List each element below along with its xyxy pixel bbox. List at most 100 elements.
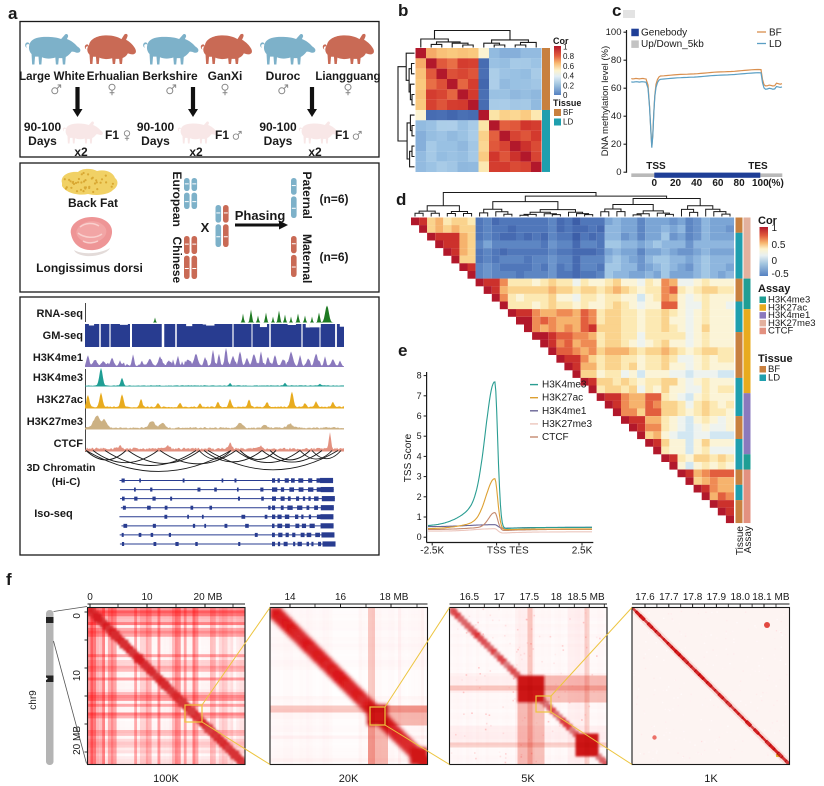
svg-text:1K: 1K (704, 773, 718, 785)
svg-text:TSS: TSS (646, 161, 666, 172)
svg-text:CTCF: CTCF (54, 438, 84, 450)
svg-text:F1: F1 (215, 128, 229, 142)
svg-text:0.4: 0.4 (563, 72, 575, 81)
svg-text:8: 8 (417, 371, 422, 381)
svg-text:Days: Days (141, 134, 170, 148)
svg-text:-0.5: -0.5 (772, 269, 790, 280)
svg-text:H3K4me1: H3K4me1 (542, 406, 587, 417)
svg-text:5: 5 (417, 431, 422, 441)
svg-text:4: 4 (417, 451, 422, 461)
svg-text:f: f (6, 570, 12, 589)
svg-text:16: 16 (335, 592, 347, 603)
svg-text:LD: LD (563, 118, 573, 127)
svg-text:20: 20 (611, 139, 622, 150)
svg-text:BF: BF (769, 28, 782, 39)
svg-text:H3K27ac: H3K27ac (37, 394, 83, 406)
svg-text:6: 6 (417, 411, 422, 421)
svg-text:18.0: 18.0 (730, 592, 750, 603)
svg-text:2: 2 (417, 492, 422, 502)
svg-text:F1: F1 (105, 128, 119, 142)
svg-text:H3K27ac: H3K27ac (768, 302, 807, 313)
svg-text:x2: x2 (74, 145, 88, 159)
svg-text:H3K4me3: H3K4me3 (542, 380, 587, 391)
svg-text:H3K27ac: H3K27ac (542, 393, 583, 404)
svg-text:Phasing: Phasing (235, 208, 286, 223)
svg-text:H3K27me3: H3K27me3 (768, 318, 816, 329)
svg-text:17.5: 17.5 (520, 592, 540, 603)
svg-text:Liangguang: Liangguang (315, 71, 380, 83)
svg-text:Maternal: Maternal (300, 234, 314, 283)
svg-text:DNA methylation level (%): DNA methylation level (%) (600, 46, 611, 156)
svg-text:0: 0 (417, 532, 422, 542)
svg-text:Days: Days (28, 134, 57, 148)
svg-text:40: 40 (691, 178, 703, 189)
svg-text:18.5 MB: 18.5 MB (567, 592, 605, 603)
svg-text:17.7: 17.7 (659, 592, 679, 603)
svg-text:H3K27me3: H3K27me3 (542, 419, 592, 430)
svg-text:TSS: TSS (487, 546, 507, 557)
svg-text:Tissue: Tissue (553, 98, 581, 108)
svg-text:0: 0 (563, 91, 568, 100)
svg-text:7: 7 (417, 391, 422, 401)
svg-text:100: 100 (606, 27, 622, 38)
svg-text:0: 0 (616, 167, 621, 178)
svg-text:0.8: 0.8 (563, 52, 575, 61)
svg-text:MB: MB (775, 592, 790, 603)
svg-text:TES: TES (509, 546, 529, 557)
svg-text:d: d (396, 190, 406, 209)
svg-text:TES: TES (748, 161, 768, 172)
svg-text:BF: BF (768, 364, 780, 375)
svg-text:GanXi: GanXi (208, 69, 243, 83)
svg-text:LD: LD (769, 39, 782, 50)
svg-text:X: X (201, 220, 210, 235)
svg-text:Longissimus dorsi: Longissimus dorsi (36, 261, 143, 275)
svg-text:14: 14 (284, 592, 296, 603)
svg-text:H3K4me1: H3K4me1 (768, 310, 810, 321)
svg-text:LD: LD (768, 373, 780, 384)
svg-text:Berkshire: Berkshire (142, 69, 198, 83)
svg-text:e: e (398, 341, 407, 360)
svg-text:Cor: Cor (758, 215, 778, 227)
svg-text:60: 60 (611, 83, 622, 94)
svg-text:16.5: 16.5 (460, 592, 480, 603)
svg-text:c: c (612, 1, 621, 20)
svg-text:chr9: chr9 (28, 690, 39, 710)
svg-text:100K: 100K (153, 773, 179, 785)
svg-text:2.5K: 2.5K (572, 546, 593, 557)
svg-text:H3K4me3: H3K4me3 (33, 372, 83, 384)
svg-text:60: 60 (712, 178, 724, 189)
svg-text:x2: x2 (189, 145, 203, 159)
svg-text:0.2: 0.2 (563, 81, 575, 90)
svg-text:Assay: Assay (758, 283, 791, 295)
svg-text:18 MB: 18 MB (380, 592, 409, 603)
svg-text:Tissue: Tissue (735, 526, 746, 556)
svg-text:Cor: Cor (553, 36, 569, 46)
svg-text:(n=6): (n=6) (319, 192, 348, 206)
svg-text:3D Chromatin: 3D Chromatin (27, 462, 96, 474)
svg-text:Iso-seq: Iso-seq (34, 508, 73, 520)
svg-text:(%): (%) (768, 178, 784, 189)
svg-text:Chinese: Chinese (170, 237, 184, 284)
svg-text:BF: BF (563, 108, 573, 117)
svg-text:(n=6): (n=6) (319, 250, 348, 264)
svg-text:20K: 20K (339, 773, 359, 785)
svg-text:Back Fat: Back Fat (68, 196, 118, 210)
svg-text:a: a (8, 4, 18, 23)
svg-text:90-100: 90-100 (24, 120, 62, 134)
svg-text:CTCF: CTCF (768, 326, 794, 337)
svg-text:5K: 5K (521, 773, 535, 785)
svg-text:Paternal: Paternal (300, 172, 314, 219)
svg-text:0.5: 0.5 (772, 240, 786, 251)
svg-text:17.6: 17.6 (635, 592, 655, 603)
svg-text:-2.5K: -2.5K (420, 546, 444, 557)
svg-text:20 MB: 20 MB (72, 726, 83, 755)
svg-text:Large White: Large White (19, 71, 85, 83)
svg-text:H3K4me1: H3K4me1 (33, 352, 83, 364)
svg-text:F1: F1 (335, 128, 349, 142)
svg-text:Genebody: Genebody (641, 28, 687, 39)
svg-text:100: 100 (752, 178, 769, 189)
svg-text:80: 80 (611, 55, 622, 66)
svg-text:20: 20 (670, 178, 682, 189)
svg-text:40: 40 (611, 111, 622, 122)
svg-text:Days: Days (264, 134, 293, 148)
